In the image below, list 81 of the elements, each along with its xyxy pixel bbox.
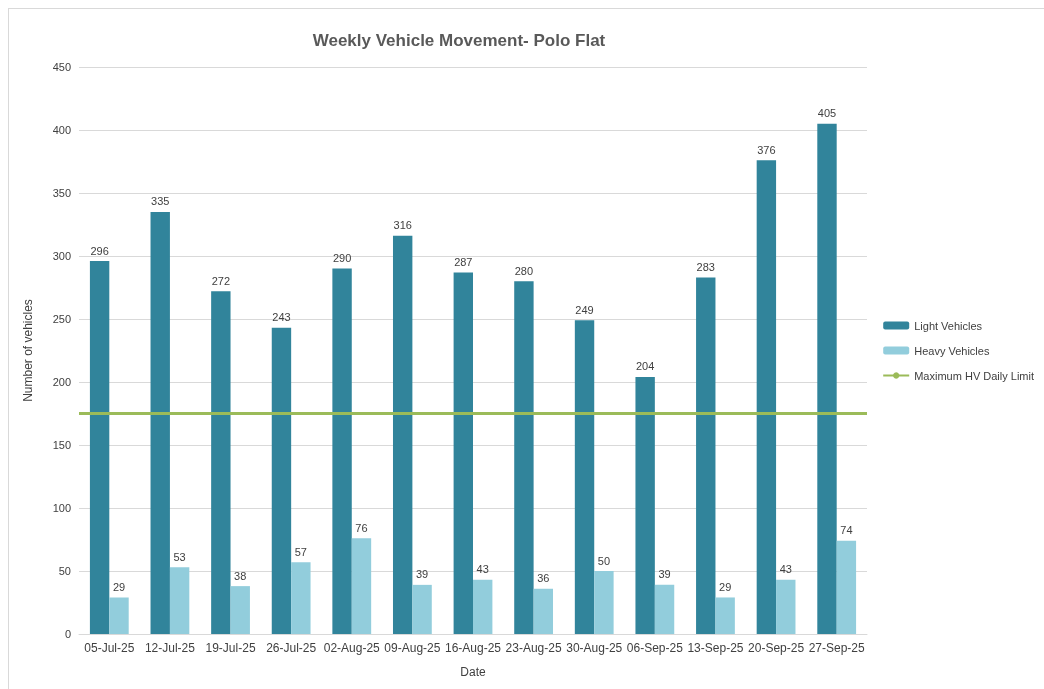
x-tick-label: 27-Sep-25	[808, 641, 866, 655]
data-label: 204	[635, 360, 655, 373]
data-label: 283	[696, 260, 715, 273]
data-label: 296	[90, 244, 109, 257]
data-label: 50	[597, 554, 611, 567]
x-tick-label: 23-Aug-25	[505, 641, 562, 655]
data-label: 29	[112, 580, 126, 593]
bar	[211, 291, 231, 634]
bar	[291, 562, 311, 634]
x-tick-label: 30-Aug-25	[566, 641, 623, 655]
data-label: 243	[272, 311, 291, 324]
data-label: 280	[514, 264, 534, 277]
bar	[533, 588, 554, 634]
bar	[392, 235, 413, 634]
bar	[715, 597, 735, 634]
x-tick-label: 06-Sep-25	[626, 641, 684, 655]
x-tick-label: 26-Jul-25	[266, 641, 317, 655]
data-label: 53	[173, 550, 186, 563]
data-label: 249	[575, 303, 594, 316]
data-label: 43	[476, 563, 489, 576]
y-tick-label: 250	[52, 313, 71, 325]
y-tick-label: 100	[52, 502, 71, 514]
bar	[473, 579, 493, 634]
x-tick-label: 13-Sep-25	[687, 641, 744, 655]
data-label: 376	[757, 143, 776, 156]
bar	[654, 584, 675, 634]
data-label: 39	[415, 568, 429, 581]
bar	[271, 327, 292, 634]
bar	[89, 261, 110, 634]
bar	[776, 579, 796, 634]
y-axis-title: Number of vehicles	[21, 299, 35, 402]
legend-label: Light Vehicles	[914, 319, 983, 332]
data-label: 290	[332, 252, 352, 265]
bar	[332, 268, 352, 634]
x-axis-title: Date	[460, 665, 486, 679]
data-label: 74	[840, 524, 853, 537]
y-tick-label: 0	[64, 628, 71, 640]
bar	[514, 281, 534, 634]
bar	[169, 567, 190, 634]
bar	[412, 584, 432, 634]
bar	[635, 376, 655, 634]
data-label: 38	[234, 569, 247, 582]
legend-label: Maximum HV Daily Limit	[914, 369, 1035, 382]
y-tick-label: 50	[58, 565, 71, 577]
data-label: 29	[719, 580, 732, 593]
bar	[453, 272, 473, 634]
bar	[817, 123, 837, 634]
data-label: 335	[151, 195, 170, 208]
data-label: 76	[355, 521, 368, 534]
x-tick-label: 19-Jul-25	[205, 641, 256, 655]
bar	[109, 597, 129, 634]
y-tick-label: 400	[52, 124, 71, 136]
x-tick-label: 12-Jul-25	[144, 641, 196, 655]
bar	[594, 571, 614, 634]
data-label: 272	[211, 274, 231, 287]
y-tick-label: 450	[52, 61, 71, 73]
bar	[351, 538, 372, 634]
bar	[574, 320, 595, 634]
data-label: 39	[658, 568, 671, 581]
bar	[836, 540, 857, 634]
x-tick-label: 20-Sep-25	[748, 641, 805, 655]
bar	[696, 277, 716, 634]
x-tick-label: 05-Jul-25	[84, 641, 135, 655]
x-tick-label: 02-Aug-25	[323, 641, 381, 655]
y-tick-label: 300	[52, 250, 71, 262]
y-tick-label: 150	[52, 439, 71, 451]
bar	[230, 586, 250, 634]
data-label: 287	[454, 255, 473, 268]
data-label: 36	[537, 572, 550, 585]
data-label: 316	[393, 219, 412, 232]
data-label: 405	[817, 107, 837, 120]
legend-label: Heavy Vehicles	[914, 344, 990, 357]
y-tick-label: 200	[52, 376, 71, 388]
bar	[756, 160, 777, 634]
bar	[150, 211, 170, 634]
y-tick-label: 350	[52, 187, 71, 199]
data-label: 43	[779, 563, 792, 576]
x-tick-label: 16-Aug-25	[444, 641, 502, 655]
chart-title: Weekly Vehicle Movement- Polo Flat	[312, 31, 606, 50]
data-label: 57	[294, 545, 307, 558]
x-tick-label: 09-Aug-25	[384, 641, 441, 655]
